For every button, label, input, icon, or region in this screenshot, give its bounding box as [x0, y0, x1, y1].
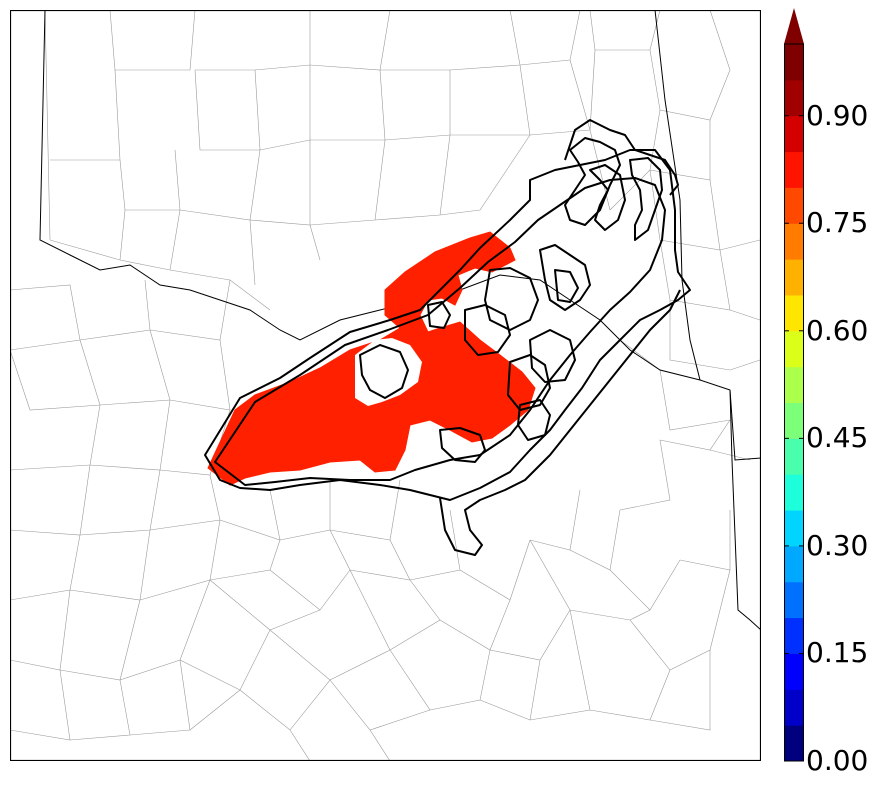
colorbar-tick-label: 0.30 — [806, 528, 869, 562]
colorbar-segment — [784, 259, 804, 296]
colorbar-segment — [784, 402, 804, 439]
state-boundaries — [39, 10, 761, 631]
colorbar-segment — [784, 44, 804, 81]
colorbar-segment — [784, 474, 804, 511]
colorbar-segment — [784, 617, 804, 654]
colorbar-segment — [784, 223, 804, 260]
colorbar-segment — [784, 545, 804, 583]
colorbar-tick-label: 0.60 — [806, 313, 869, 347]
colorbar-extend-triangle — [784, 8, 804, 44]
county-boundaries — [10, 10, 761, 761]
colorbar-segment — [784, 689, 804, 726]
colorbar-tick-label: 0.75 — [806, 206, 869, 240]
colorbar-segment — [784, 115, 804, 153]
colorbar-segment — [784, 366, 804, 403]
map-border — [10, 10, 761, 761]
colorbar-segment — [784, 187, 804, 224]
colorbar-segment — [784, 510, 804, 547]
colorbar-segment — [784, 653, 804, 690]
colorbar-segment — [784, 79, 804, 117]
colorbar — [784, 8, 804, 762]
colorbar-tick-label: 0.45 — [806, 421, 869, 455]
colorbar-segment — [784, 725, 804, 762]
colorbar-tick-label: 0.90 — [806, 98, 869, 132]
colorbar-segment — [784, 294, 804, 332]
colorbar-tick-label: 0.00 — [806, 744, 869, 777]
colorbar-tick-marks — [784, 115, 804, 762]
colorbar-outline — [784, 43, 804, 762]
colorbar-segments — [784, 44, 804, 762]
map-panel — [10, 10, 761, 761]
colorbar-segment — [784, 151, 804, 188]
colorbar-segment — [784, 438, 804, 475]
colorbar-segment — [784, 330, 804, 368]
colorbar-segment — [784, 581, 804, 619]
colorbar-tick-label: 0.15 — [806, 636, 869, 670]
contour-lines — [204, 119, 691, 556]
